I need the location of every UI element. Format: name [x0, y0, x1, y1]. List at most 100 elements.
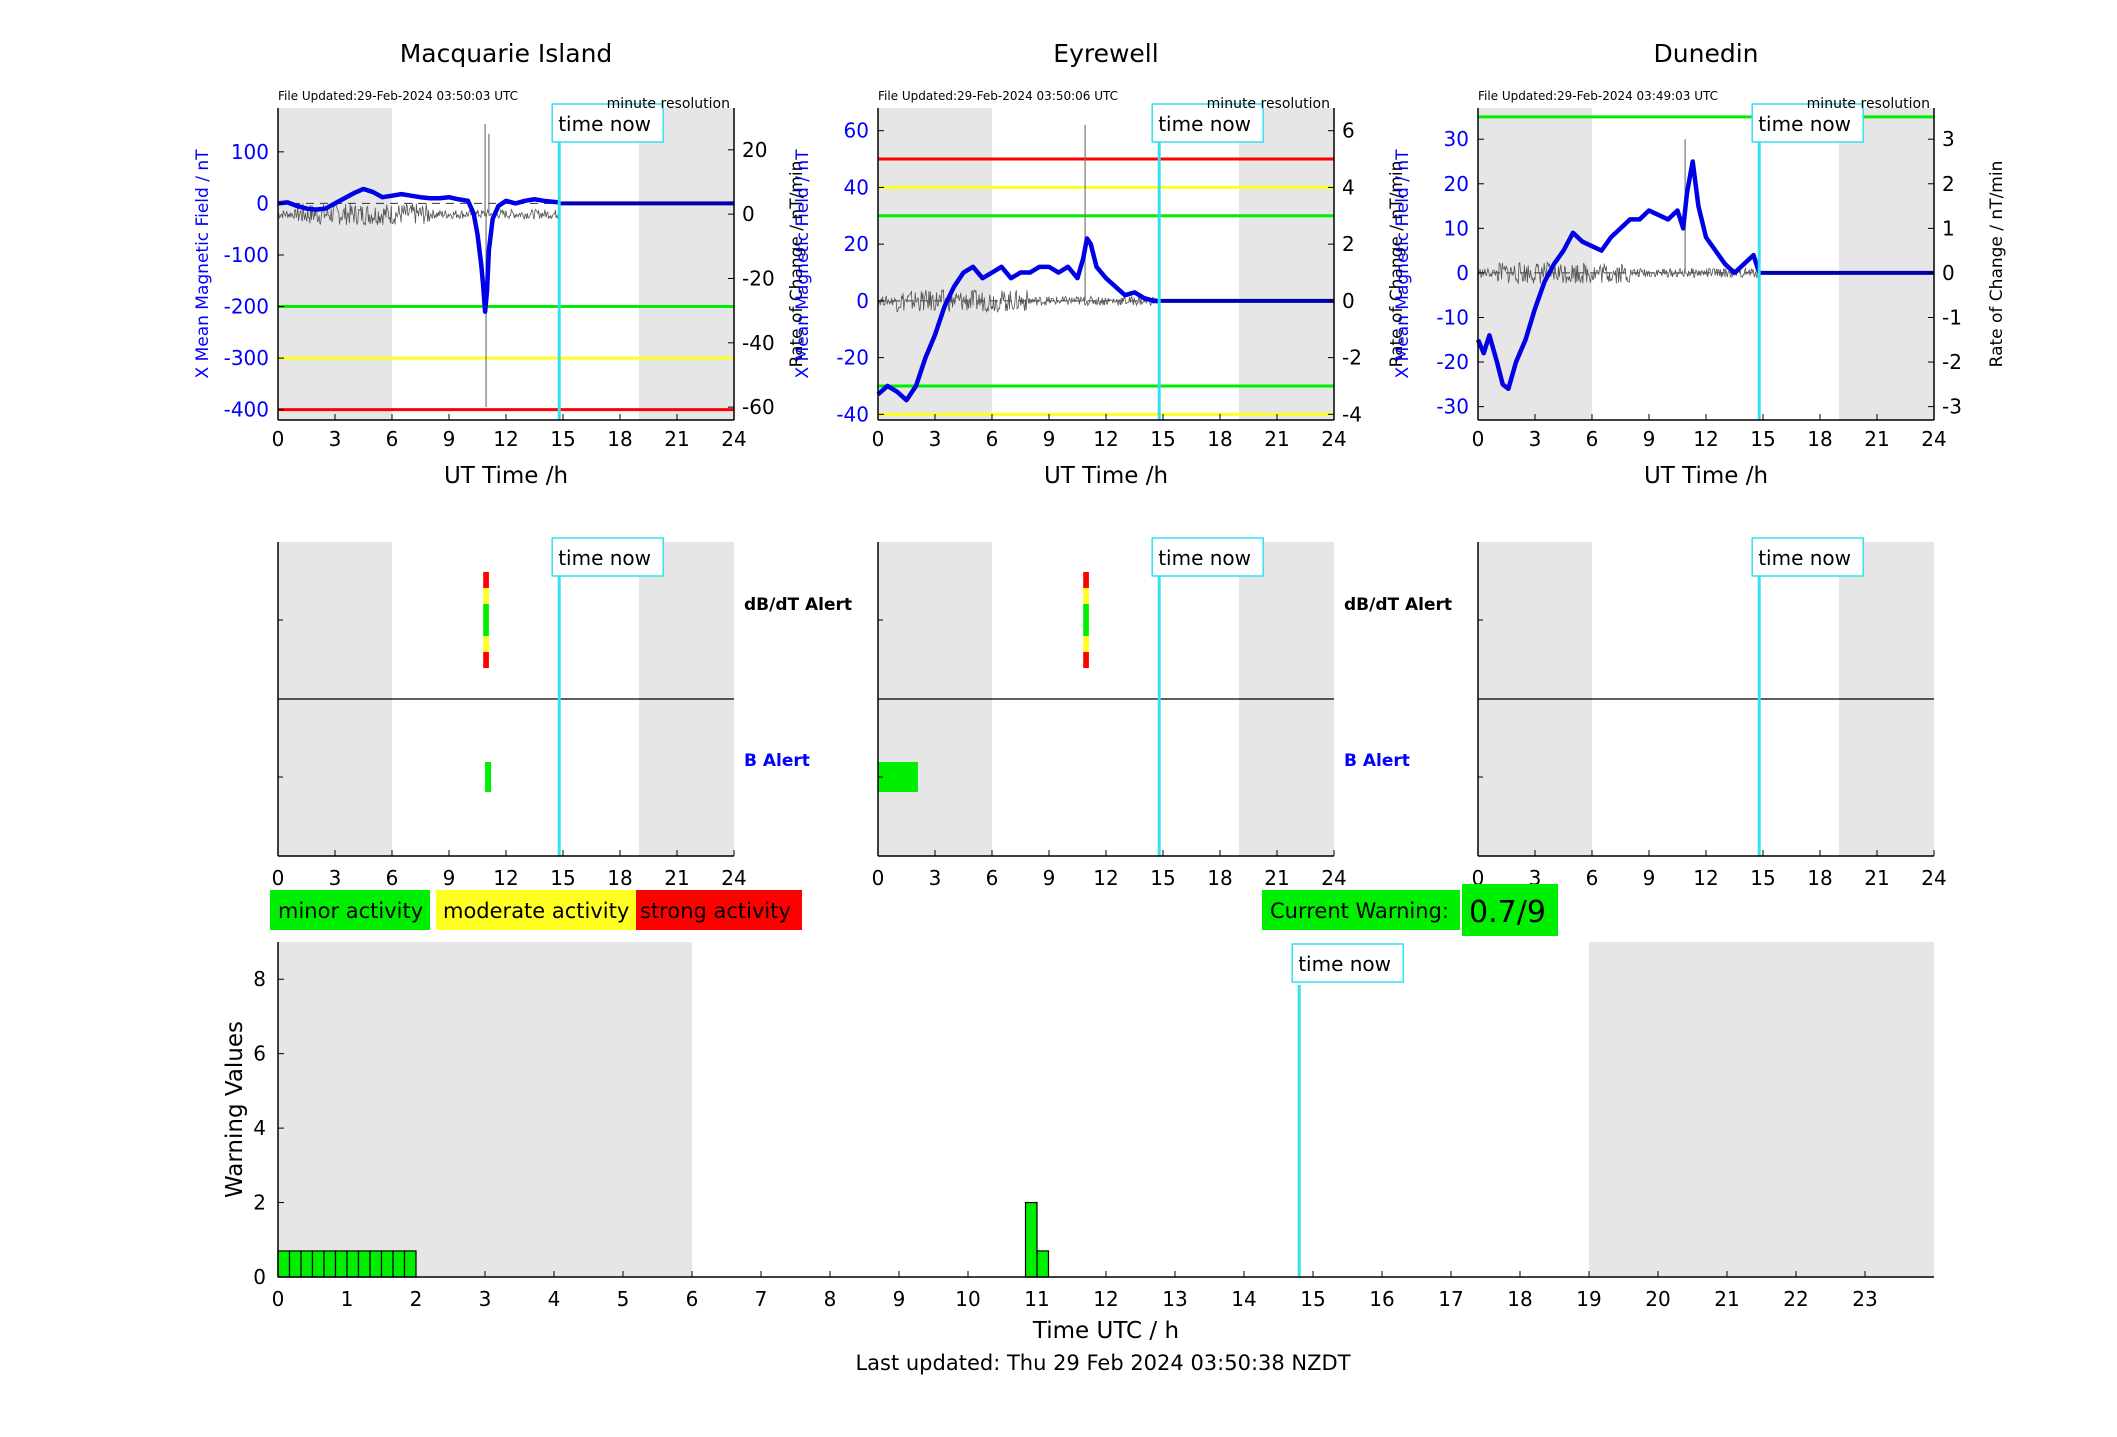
x-tick-label: 21 — [1864, 866, 1889, 890]
db-alert-segment — [483, 588, 489, 604]
chart-title: Macquarie Island — [400, 39, 613, 68]
warning-bar — [392, 1250, 406, 1278]
legend-minor-label: minor activity — [278, 899, 423, 923]
x-tick-label: 3 — [479, 1287, 492, 1311]
x-tick-label: 24 — [1321, 427, 1346, 451]
y2-axis-label: Rate of Change / nT/min — [1987, 161, 2007, 368]
x-tick-label: 21 — [664, 427, 689, 451]
night-shade — [1239, 108, 1334, 420]
x-tick-label: 18 — [1207, 866, 1232, 890]
time-now-label: time now — [558, 546, 651, 570]
x-tick-label: 3 — [1529, 427, 1542, 451]
x-tick-label: 9 — [1043, 427, 1056, 451]
night-shade — [278, 108, 392, 420]
x-tick-label: 19 — [1576, 1287, 1601, 1311]
x-tick-label: 11 — [1024, 1287, 1049, 1311]
b-alert-label: B Alert — [1344, 751, 1410, 771]
current-warning: Current Warning: 0.7/9 — [1262, 884, 1558, 936]
x-tick-label: 3 — [929, 427, 942, 451]
y-tick-label: -100 — [224, 243, 269, 267]
resolution-label: minute resolution — [1207, 96, 1330, 112]
db-alert-segment — [483, 620, 489, 636]
x-tick-label: 9 — [443, 427, 456, 451]
night-shade — [278, 942, 692, 1277]
warning-bar — [300, 1250, 314, 1278]
current-warning-value: 0.7/9 — [1469, 895, 1546, 930]
x-tick-label: 15 — [1150, 866, 1175, 890]
warning-bar — [1024, 1201, 1038, 1278]
x-tick-label: 9 — [1643, 427, 1656, 451]
y-axis-label: X Mean Magnetic Field / nT — [1393, 149, 1413, 379]
db-alert-label: dB/dT Alert — [744, 595, 852, 615]
db-alert-segment — [1083, 572, 1089, 588]
magnetic-field-trace — [876, 236, 1160, 403]
db-alert-segment — [1083, 588, 1089, 604]
db-alert-segment — [483, 604, 489, 620]
warning-bar — [277, 1250, 291, 1278]
y-axis-label: X Mean Magnetic Field / nT — [793, 149, 813, 379]
y-tick-label: 4 — [253, 1116, 266, 1140]
x-axis-label: UT Time /h — [444, 463, 568, 489]
x-tick-label: 0 — [272, 866, 285, 890]
x-tick-label: 21 — [1864, 427, 1889, 451]
x-tick-label: 20 — [1645, 1287, 1670, 1311]
legend-minor-swatch — [270, 890, 430, 930]
x-tick-label: 16 — [1369, 1287, 1394, 1311]
x-tick-label: 6 — [386, 866, 399, 890]
x-tick-label: 3 — [329, 427, 342, 451]
b-alert-bar — [485, 762, 492, 792]
time-now-box — [1291, 943, 1404, 983]
y2-tick-label: -60 — [742, 395, 775, 419]
time-now-box — [1751, 103, 1864, 143]
y-tick-label: 40 — [844, 175, 869, 199]
y-tick-label: -40 — [836, 402, 869, 426]
x-tick-label: 18 — [607, 427, 632, 451]
activity-legend: minor activity moderate activity strong … — [270, 890, 802, 930]
night-shade — [878, 108, 992, 420]
x-tick-label: 21 — [1714, 1287, 1739, 1311]
x-tick-label: 17 — [1438, 1287, 1463, 1311]
x-tick-label: 12 — [1093, 1287, 1118, 1311]
resolution-label: minute resolution — [607, 96, 730, 112]
db-alert-segment — [483, 572, 489, 588]
x-tick-label: 15 — [1300, 1287, 1325, 1311]
x-tick-label: 21 — [664, 866, 689, 890]
y-tick-label: 0 — [1456, 261, 1469, 285]
y2-tick-label: -2 — [1342, 346, 1362, 370]
db-alert-segment — [1083, 620, 1089, 636]
y-tick-label: -30 — [1436, 395, 1469, 419]
x-tick-label: 21 — [1264, 866, 1289, 890]
magnetic-field-trace — [277, 186, 560, 314]
chart-title: Eyrewell — [1053, 39, 1158, 68]
x-tick-label: 6 — [1586, 866, 1599, 890]
time-now-label: time now — [1298, 952, 1391, 976]
warning-bar — [357, 1250, 371, 1278]
x-tick-label: 23 — [1852, 1287, 1877, 1311]
x-tick-label: 18 — [607, 866, 632, 890]
y2-tick-label: 1 — [1942, 216, 1955, 240]
y-tick-label: -20 — [1436, 350, 1469, 374]
y-tick-label: 100 — [231, 140, 269, 164]
legend-moderate-swatch — [436, 890, 636, 930]
y2-tick-label: 2 — [1942, 172, 1955, 196]
time-now-box — [551, 103, 664, 143]
x-tick-label: 0 — [272, 427, 285, 451]
x-tick-label: 12 — [1693, 427, 1718, 451]
x-tick-label: 24 — [1921, 866, 1946, 890]
legend-moderate-label: moderate activity — [443, 899, 629, 923]
x-axis-label: UT Time /h — [1044, 463, 1168, 489]
x-tick-label: 15 — [1750, 427, 1775, 451]
x-tick-label: 0 — [1472, 427, 1485, 451]
station-panel-macquarie: Macquarie Island time now 0 3 6 9 12 15 18 21 24 10… — [193, 39, 807, 489]
rate-of-change-trace — [1477, 261, 1760, 285]
night-shade — [1839, 108, 1934, 420]
time-now-label: time now — [558, 112, 651, 136]
time-now-label: time now — [1158, 112, 1251, 136]
x-tick-label: 2 — [410, 1287, 423, 1311]
time-now-label: time now — [1758, 112, 1851, 136]
x-tick-label: 13 — [1162, 1287, 1187, 1311]
file-updated: File Updated:29-Feb-2024 03:50:06 UTC — [878, 89, 1118, 103]
